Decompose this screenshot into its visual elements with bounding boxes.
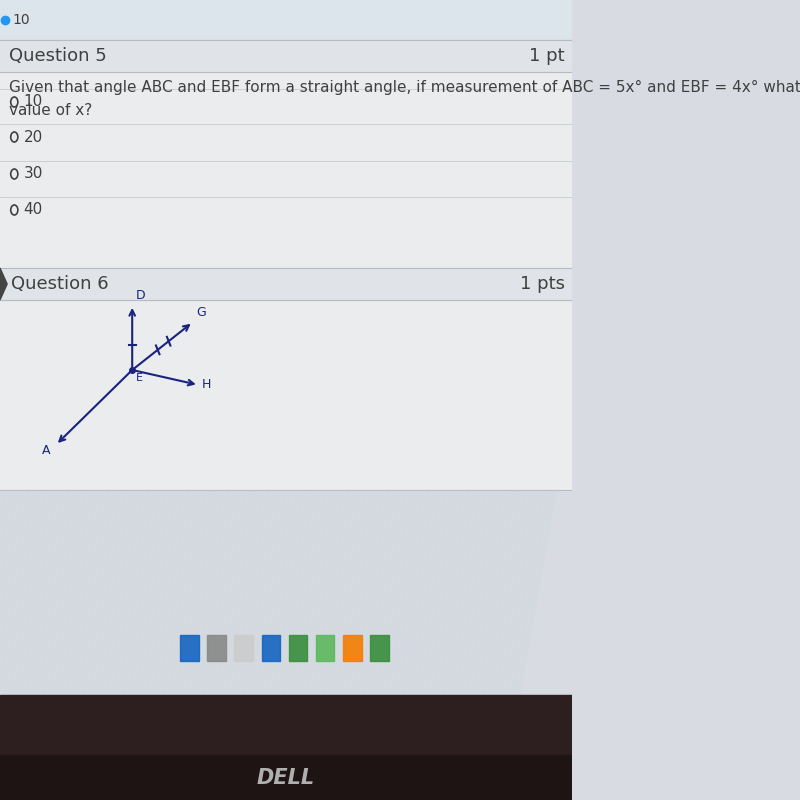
Bar (207, 635, 226, 661)
Text: DELL: DELL (257, 767, 315, 787)
Bar (180, 635, 198, 661)
Bar (234, 635, 253, 661)
Bar (316, 635, 334, 661)
Text: D: D (136, 289, 146, 302)
Bar (289, 635, 307, 661)
Text: 30: 30 (23, 166, 43, 182)
Bar (0, 72, 572, 270)
Bar (370, 635, 389, 661)
Text: E: E (136, 373, 142, 383)
Text: 20: 20 (23, 130, 43, 145)
Text: 1 pts: 1 pts (519, 275, 565, 293)
Bar (262, 635, 280, 661)
Bar (0, 40, 572, 72)
Bar (0, 755, 572, 800)
Text: 10: 10 (12, 13, 30, 27)
Text: 10: 10 (23, 94, 43, 110)
Bar (0, 0, 572, 40)
Text: G: G (197, 306, 206, 319)
Text: Question 6: Question 6 (11, 275, 109, 293)
Text: A: A (42, 443, 50, 457)
Text: 1 pt: 1 pt (529, 47, 565, 65)
Text: 40: 40 (23, 202, 43, 218)
Text: Question 5: Question 5 (9, 47, 106, 65)
Bar (343, 635, 362, 661)
Bar (0, 300, 572, 490)
Polygon shape (0, 268, 7, 300)
Bar (0, 695, 572, 800)
Text: Given that angle ABC and EBF form a straight angle, if measurement of ABC = 5x° : Given that angle ABC and EBF form a stra… (9, 80, 800, 118)
Text: H: H (202, 378, 212, 391)
Bar (0, 268, 572, 300)
